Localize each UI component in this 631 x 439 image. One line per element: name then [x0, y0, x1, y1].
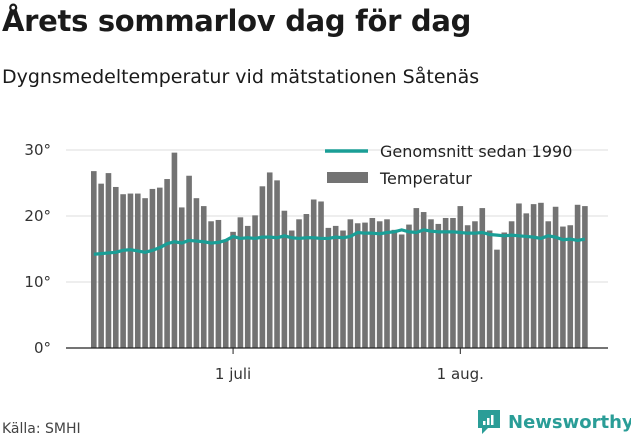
temperature-bar: [486, 230, 493, 348]
temperature-bar: [303, 214, 310, 348]
temperature-bar: [156, 187, 163, 348]
temperature-bar: [384, 219, 390, 348]
temperature-bar: [420, 212, 427, 348]
temperature-bar: [398, 234, 405, 348]
temperature-bar: [105, 173, 112, 348]
temperature-bar: [362, 222, 368, 348]
y-tick-label: 10°: [24, 273, 51, 291]
temperature-bar: [296, 219, 302, 348]
temperature-bar: [457, 206, 464, 348]
temperature-bar: [516, 203, 522, 348]
temperature-bar: [91, 171, 97, 348]
temperature-bar: [530, 204, 537, 348]
temperature-bar: [244, 225, 251, 348]
temperature-bar: [288, 230, 295, 348]
y-tick-label: 30°: [24, 141, 51, 159]
temperature-bar: [325, 227, 332, 348]
average-line: [93, 228, 586, 256]
temperature-bar: [538, 202, 544, 348]
temperature-bar: [259, 186, 266, 348]
temperature-bar: [347, 219, 354, 348]
temperature-bar: [340, 230, 346, 348]
legend-label-average: Genomsnitt sedan 1990: [380, 142, 572, 161]
temperature-bar: [237, 217, 244, 348]
temperature-bar: [134, 193, 141, 348]
temperature-bar: [442, 217, 449, 348]
temperature-bar: [479, 208, 486, 348]
temperature-bar: [142, 198, 148, 348]
temperature-bar: [186, 175, 192, 348]
temperature-bar: [450, 217, 456, 348]
temperature-bar: [112, 186, 119, 348]
temperature-bar: [413, 208, 420, 348]
temperature-bar: [369, 217, 376, 348]
temperature-bar: [310, 199, 317, 348]
temperature-bar: [164, 179, 170, 348]
temperature-bar: [354, 223, 361, 348]
temperature-bar: [98, 183, 104, 348]
temperature-bar: [171, 152, 178, 348]
temperature-bar: [318, 201, 324, 348]
temperature-bar: [472, 221, 478, 348]
y-tick-label: 0°: [34, 339, 51, 357]
temperature-bar: [230, 231, 236, 348]
temperature-bar: [552, 206, 559, 348]
x-tick-label: 1 juli: [215, 365, 251, 383]
temperature-bar: [567, 225, 574, 348]
temperature-bar: [193, 198, 200, 348]
temperature-bar: [435, 223, 442, 348]
temperature-bar: [391, 229, 398, 348]
temperature-bar: [523, 213, 530, 348]
temperature-bar: [178, 207, 185, 348]
temperature-bar: [376, 221, 383, 348]
temperature-bar: [582, 206, 588, 348]
temperature-bar: [149, 188, 156, 348]
temperature-bar: [508, 221, 515, 348]
temperature-bar: [332, 225, 339, 348]
y-tick-label: 20°: [24, 207, 51, 225]
temperature-bar: [428, 219, 434, 348]
bar-series: [91, 152, 588, 348]
x-axis: 1 juli 1 aug.: [215, 348, 484, 383]
legend: Genomsnitt sedan 1990 Temperatur: [325, 142, 572, 188]
chart-title: Årets sommarlov dag för dag: [2, 4, 472, 38]
temperature-bar: [208, 221, 214, 348]
temperature-bar: [464, 225, 471, 348]
temperature-bar: [215, 219, 222, 348]
temperature-bar: [281, 210, 288, 348]
brand-logo[interactable]: Newsworthy: [476, 408, 631, 436]
chart-subtitle: Dygnsmedeltemperatur vid mätstationen Så…: [2, 66, 480, 88]
newsworthy-logo-icon: [478, 410, 500, 434]
temperature-bar: [127, 193, 134, 348]
temperature-bar: [120, 194, 126, 348]
temperature-bar: [274, 180, 280, 348]
temperature-bar: [545, 221, 552, 348]
legend-label-temperature: Temperatur: [379, 169, 472, 188]
temperature-bar: [574, 204, 581, 348]
source-note: Källa: SMHI: [2, 421, 81, 437]
temperature-bar: [560, 226, 566, 348]
brand-name: Newsworthy: [508, 411, 631, 433]
temperature-bar: [200, 206, 207, 348]
temperature-bar: [222, 240, 229, 348]
x-tick-label: 1 aug.: [437, 365, 484, 383]
legend-swatch-temperature: [327, 172, 368, 183]
temperature-bar: [494, 249, 500, 348]
temperature-bar: [266, 172, 273, 348]
temperature-bar: [406, 224, 412, 348]
temperature-bar: [501, 232, 508, 348]
temperature-bar: [252, 215, 258, 348]
